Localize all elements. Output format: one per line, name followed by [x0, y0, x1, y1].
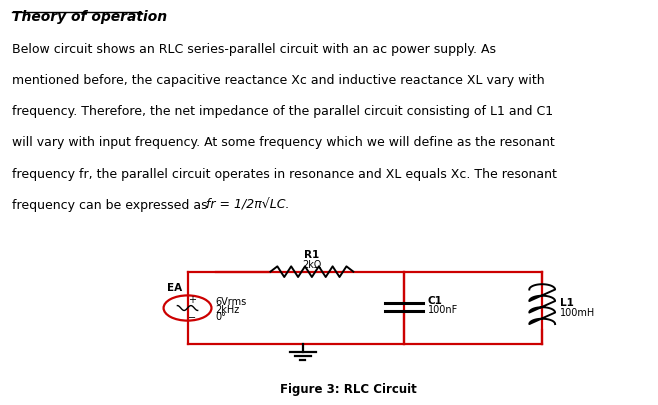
Text: Figure 3: RLC Circuit: Figure 3: RLC Circuit — [280, 382, 417, 395]
Text: +: + — [188, 294, 196, 304]
Text: frequency. Therefore, the net impedance of the parallel circuit consisting of L1: frequency. Therefore, the net impedance … — [12, 105, 553, 118]
Text: frequency can be expressed as: frequency can be expressed as — [12, 198, 211, 211]
Text: 100mH: 100mH — [560, 307, 595, 317]
Text: frequency fr, the parallel circuit operates in resonance and XL equals Xc. The r: frequency fr, the parallel circuit opera… — [12, 167, 557, 180]
Text: EA: EA — [167, 283, 182, 293]
Text: Below circuit shows an RLC series-parallel circuit with an ac power supply. As: Below circuit shows an RLC series-parall… — [12, 43, 496, 55]
Text: R1: R1 — [304, 249, 320, 260]
Text: 6Vrms: 6Vrms — [215, 296, 246, 307]
Text: 2kHz: 2kHz — [215, 304, 240, 314]
Text: −: − — [188, 312, 196, 322]
Text: 0°: 0° — [215, 311, 226, 321]
Text: fr = 1/2π√LC.: fr = 1/2π√LC. — [206, 198, 290, 211]
Text: will vary with input frequency. At some frequency which we will define as the re: will vary with input frequency. At some … — [12, 136, 555, 149]
Text: 100nF: 100nF — [428, 305, 458, 314]
Text: C1: C1 — [428, 295, 443, 305]
Text: L1: L1 — [560, 297, 574, 307]
Text: mentioned before, the capacitive reactance Xc and inductive reactance XL vary wi: mentioned before, the capacitive reactan… — [12, 74, 544, 87]
Text: Theory of operation: Theory of operation — [12, 10, 167, 24]
Text: 2kΩ: 2kΩ — [302, 259, 322, 269]
